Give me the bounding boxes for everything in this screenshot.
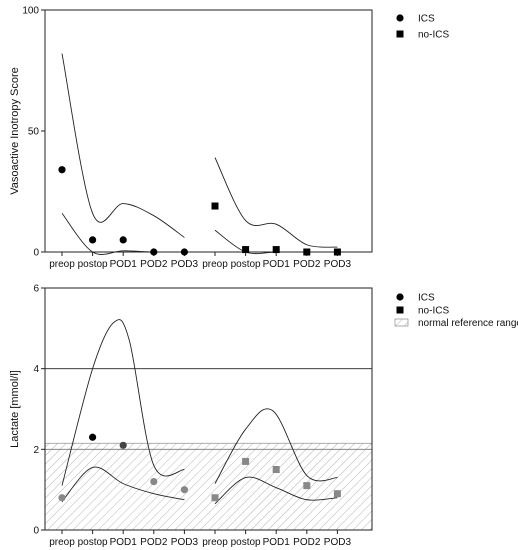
bottom-legend-ics-marker — [396, 293, 404, 301]
top-legend-ics-label: ICS — [418, 14, 435, 25]
top-noics-upper-band — [214, 157, 338, 248]
top-ics-point — [58, 166, 66, 174]
bot-ics-point — [180, 486, 188, 494]
top-legend-ics-marker — [396, 14, 404, 22]
bottom-legend-ics-label: ICS — [418, 293, 435, 304]
bot-x-tick-label: POD3 — [171, 537, 199, 548]
bot-noics-point — [303, 482, 311, 490]
top-ics-point — [119, 236, 127, 244]
top-ics-point — [180, 248, 188, 256]
top-ics-point — [150, 248, 158, 256]
top-noics-point — [242, 246, 250, 254]
top-y-ticks: 0 50 100 — [22, 6, 45, 259]
top-x-tick-label: preop — [202, 259, 228, 270]
top-noics-point — [211, 202, 219, 210]
top-ics-upper-band — [61, 53, 185, 238]
bottom-points — [58, 433, 341, 502]
bot-x-tick-label: postop — [78, 537, 108, 548]
bot-noics-point — [272, 466, 280, 473]
bot-ics-point — [150, 478, 158, 486]
top-noics-point — [333, 248, 341, 256]
bottom-y-ticks: 0 2 4 6 — [33, 284, 45, 537]
top-ics-lower-band — [61, 213, 185, 255]
bot-noics-upper-band — [214, 408, 338, 484]
top-points — [58, 166, 341, 256]
bot-ics-point — [119, 441, 127, 449]
bot-noics-point — [242, 457, 250, 465]
bot-x-tick-label: POD1 — [263, 537, 291, 548]
top-x-tick-label: POD3 — [171, 259, 199, 270]
bottom-x-ticks: preop postop POD1 POD2 POD3 preop postop POD1 PO… — [49, 530, 351, 548]
bot-x-tick-label: POD3 — [324, 537, 352, 548]
top-bands — [61, 53, 338, 255]
top-x-tick-label: POD2 — [293, 259, 321, 270]
top-x-tick-label: POD3 — [324, 259, 352, 270]
top-y-tick-label: 50 — [28, 127, 40, 138]
bot-y-tick-label: 2 — [33, 445, 39, 456]
bot-x-tick-label: POD2 — [140, 537, 168, 548]
bottom-legend-noics-label: no-ICS — [418, 306, 449, 317]
top-legend: ICS no-ICS — [396, 14, 449, 41]
bot-y-tick-label: 6 — [33, 284, 39, 295]
bot-noics-lower-band — [214, 476, 338, 505]
top-y-tick-label: 100 — [22, 6, 39, 17]
bot-ics-point — [58, 494, 66, 502]
bot-ics-point — [89, 433, 97, 441]
top-x-tick-label: POD2 — [140, 259, 168, 270]
bottom-legend-noics-marker — [396, 306, 404, 314]
top-x-tick-label: POD1 — [110, 259, 138, 270]
top-x-tick-label: postop — [231, 259, 261, 270]
bot-x-tick-label: preop — [49, 537, 75, 548]
top-y-axis-label: Vasoactive Inotropy Score — [9, 67, 21, 195]
bot-ics-lower-band — [61, 466, 185, 503]
bottom-legend-reference-swatch — [394, 318, 409, 327]
bottom-bands — [61, 319, 338, 505]
top-noics-point — [303, 248, 311, 256]
top-y-tick-label: 0 — [33, 248, 39, 259]
top-x-tick-label: POD1 — [263, 259, 291, 270]
bot-x-tick-label: POD2 — [293, 537, 321, 548]
bot-y-tick-label: 0 — [33, 526, 39, 537]
bottom-y-axis-label: Lactate [mmol/l] — [9, 370, 21, 448]
bottom-legend: ICS no-ICS normal reference range — [394, 293, 518, 329]
bot-y-tick-label: 4 — [33, 364, 39, 375]
bot-noics-point — [211, 494, 219, 502]
top-ics-point — [89, 236, 97, 244]
bot-x-tick-label: POD1 — [110, 537, 138, 548]
top-x-tick-label: postop — [78, 259, 108, 270]
top-noics-point — [272, 246, 280, 254]
top-x-tick-label: preop — [49, 259, 75, 270]
top-legend-noics-marker — [396, 30, 404, 38]
bottom-legend-reference-label: normal reference range — [418, 318, 518, 329]
top-legend-noics-label: no-ICS — [418, 30, 449, 41]
bot-noics-point — [333, 490, 341, 498]
bot-x-tick-label: preop — [202, 537, 228, 548]
bottom-plot-area — [44, 287, 373, 531]
bot-x-tick-label: postop — [231, 537, 261, 548]
normal-reference-range — [44, 442, 373, 531]
bot-ics-upper-band — [61, 319, 185, 486]
